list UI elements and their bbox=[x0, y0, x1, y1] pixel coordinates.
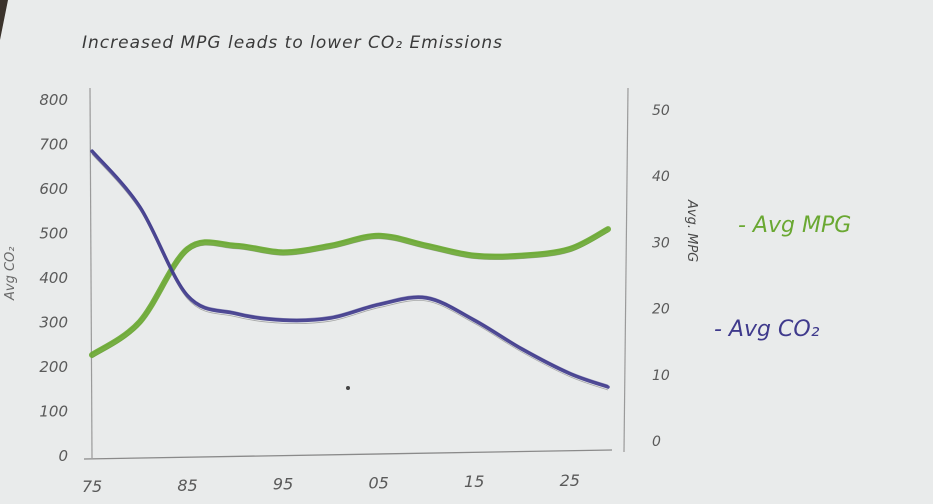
x-tick-label: 95 bbox=[273, 475, 293, 494]
right-axis-ticks: 0 10 20 30 40 50 bbox=[652, 103, 670, 450]
x-tick-label: 05 bbox=[368, 473, 388, 492]
x-tick-label: 75 bbox=[82, 477, 102, 496]
x-tick-label: 85 bbox=[177, 476, 197, 495]
right-axis-label: Avg. MPG bbox=[684, 199, 699, 262]
chart-title: Increased MPG leads to lower CO₂ Emissio… bbox=[82, 33, 503, 53]
right-tick-label: 40 bbox=[652, 169, 670, 185]
right-tick-label: 50 bbox=[652, 103, 670, 119]
left-tick-label: 300 bbox=[39, 314, 68, 332]
series-co2 bbox=[90, 149, 610, 391]
right-tick-label: 30 bbox=[652, 235, 670, 251]
x-axis-ticks: 75 85 95 05 15 25 bbox=[82, 471, 580, 496]
left-axis-label: Avg CO₂ bbox=[3, 247, 18, 302]
left-tick-label: 500 bbox=[39, 225, 68, 243]
series-line-texture bbox=[91, 226, 609, 355]
left-tick-label: 700 bbox=[39, 136, 68, 154]
series-mpg bbox=[89, 226, 611, 359]
left-axis-line bbox=[89, 87, 93, 459]
x-tick-label: 25 bbox=[560, 471, 580, 490]
pencil-dot bbox=[346, 386, 350, 390]
right-axis-line bbox=[623, 87, 629, 453]
left-tick-label: 100 bbox=[39, 403, 68, 421]
left-tick-label: 200 bbox=[39, 358, 68, 376]
right-tick-label: 20 bbox=[652, 302, 670, 318]
legend: - Avg MPG - Avg CO₂ bbox=[714, 213, 851, 342]
left-tick-label: 400 bbox=[39, 269, 68, 287]
left-tick-label: 800 bbox=[39, 91, 68, 109]
x-tick-label: 15 bbox=[464, 472, 484, 491]
legend-item-mpg: - Avg MPG bbox=[738, 213, 851, 238]
series-line bbox=[89, 226, 611, 358]
x-axis-line bbox=[83, 449, 613, 460]
left-axis-ticks: 0 100 200 300 400 500 600 700 800 bbox=[39, 91, 68, 465]
right-tick-label: 0 bbox=[652, 434, 661, 450]
series-line-texture bbox=[91, 149, 609, 387]
series-layer bbox=[89, 149, 611, 391]
legend-item-co2: - Avg CO₂ bbox=[714, 317, 820, 342]
left-tick-label: 600 bbox=[39, 180, 68, 198]
left-tick-label: 0 bbox=[58, 447, 68, 465]
right-tick-label: 10 bbox=[652, 368, 670, 384]
